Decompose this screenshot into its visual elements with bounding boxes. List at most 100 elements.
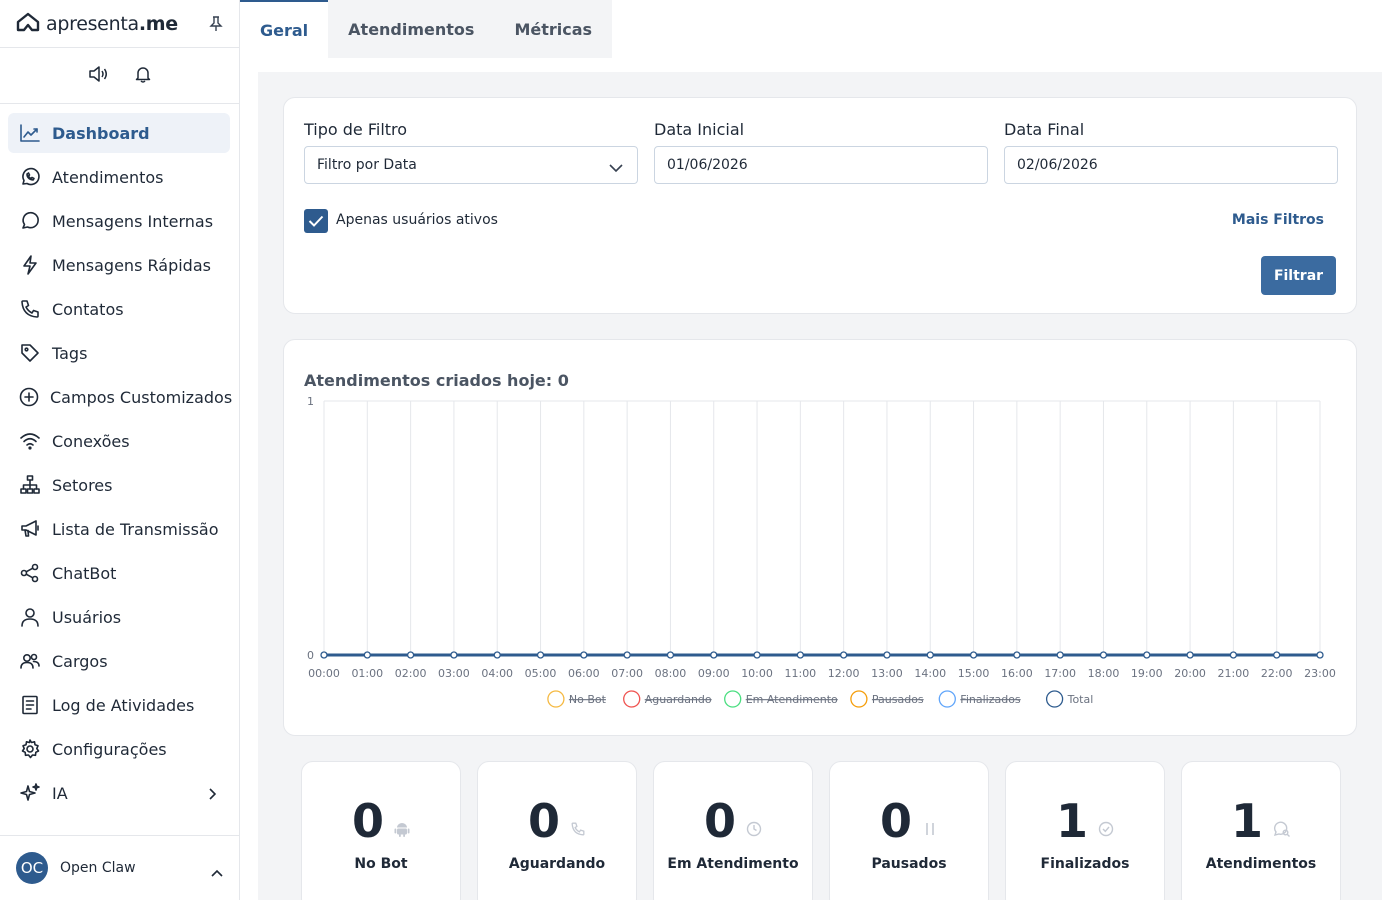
chevron-right-icon[interactable]	[208, 785, 217, 804]
stat-card-atendimentos: 1 Atendimentos	[1181, 761, 1341, 900]
tab-atendimentos[interactable]: Atendimentos	[328, 0, 495, 58]
more-filters-link[interactable]: Mais Filtros	[1231, 212, 1324, 228]
data-point	[1229, 651, 1238, 659]
sidebar-item-mensagens-rapidas[interactable]: Mensagens Rápidas	[8, 245, 230, 285]
legend-label[interactable]: Total	[1067, 693, 1094, 706]
x-tick-label: 00:00	[308, 667, 340, 680]
clock-icon	[746, 794, 762, 848]
stat-label: Em Atendimento	[667, 856, 799, 872]
stat-label: Atendimentos	[1205, 856, 1317, 872]
sidebar-item-configuracoes[interactable]: Configurações	[8, 729, 230, 769]
start-date-input[interactable]: 01/06/2026	[654, 146, 988, 184]
user-icon	[18, 605, 42, 629]
data-point	[450, 651, 458, 659]
stat-value-row: 1	[1182, 794, 1340, 852]
x-tick-label: 08:00	[655, 667, 687, 680]
utility-row	[0, 48, 239, 104]
pin-icon[interactable]	[209, 16, 223, 36]
filter-button[interactable]: Filtrar	[1261, 256, 1336, 295]
legend-marker[interactable]	[1045, 690, 1064, 708]
user-menu[interactable]: OC Open Claw	[0, 835, 239, 900]
legend-label[interactable]: Pausados	[872, 693, 924, 706]
sidebar-item-label: Lista de Transmissão	[52, 519, 219, 539]
chat-bubble-icon	[18, 209, 42, 233]
x-tick-label: 11:00	[784, 667, 816, 680]
stat-value: 1	[1055, 794, 1088, 848]
legend-marker[interactable]	[850, 690, 868, 708]
filter-type-select[interactable]: Filtro por Data	[304, 146, 638, 184]
x-tick-label: 09:00	[698, 667, 730, 680]
active-users-label[interactable]: Apenas usuários ativos	[336, 212, 498, 228]
sidebar-item-usuarios[interactable]: Usuários	[8, 597, 230, 637]
legend-label[interactable]: Finalizados	[960, 693, 1021, 706]
sidebar-item-mensagens-internas[interactable]: Mensagens Internas	[8, 201, 230, 241]
legend-marker[interactable]	[938, 690, 956, 708]
data-point	[1316, 651, 1324, 659]
sidebar-item-tags[interactable]: Tags	[8, 333, 230, 373]
sidebar-item-label: Conexões	[52, 431, 130, 451]
stat-card-finalizados: 1 Finalizados	[1005, 761, 1165, 900]
x-tick-label: 03:00	[438, 667, 470, 680]
sidebar-item-setores[interactable]: Setores	[8, 465, 230, 505]
chevron-up-icon[interactable]	[211, 862, 223, 881]
x-tick-label: 01:00	[351, 667, 383, 680]
gear-icon	[18, 737, 42, 761]
sidebar-item-conexoes[interactable]: Conexões	[8, 421, 230, 461]
sidebar-item-lista-de-transmissao[interactable]: Lista de Transmissão	[8, 509, 230, 549]
sidebar-item-label: IA	[52, 783, 68, 803]
data-point	[710, 651, 718, 659]
sidebar: apresenta.me Dashboard Atendimentos Mensag…	[0, 0, 240, 900]
x-tick-label: 06:00	[568, 667, 600, 680]
sidebar-item-label: Mensagens Internas	[52, 211, 214, 231]
sidebar-item-ia[interactable]: IA	[8, 773, 230, 813]
stat-value-row: 0	[830, 794, 988, 852]
sidebar-item-cargos[interactable]: Cargos	[8, 641, 230, 681]
legend-label[interactable]: Em Atendimento	[746, 693, 838, 706]
x-tick-label: 19:00	[1131, 667, 1163, 680]
x-tick-label: 05:00	[525, 667, 557, 680]
sidebar-item-atendimentos[interactable]: Atendimentos	[8, 157, 230, 197]
sidebar-item-label: Usuários	[52, 607, 122, 627]
stat-value-row: 0	[654, 794, 812, 852]
x-tick-label: 23:00	[1304, 667, 1336, 680]
share-icon	[18, 561, 42, 585]
data-point	[1013, 651, 1021, 659]
tab-metricas[interactable]: Métricas	[494, 0, 613, 58]
filter-type-label: Tipo de Filtro	[304, 120, 408, 139]
x-tick-label: 20:00	[1174, 667, 1206, 680]
legend-label[interactable]: No Bot	[569, 693, 607, 706]
sidebar-item-label: Atendimentos	[52, 167, 164, 187]
start-date-value: 01/06/2026	[667, 157, 748, 173]
stat-card-em-atendimento: 0 Em Atendimento	[653, 761, 813, 900]
x-tick-label: 15:00	[958, 667, 990, 680]
speaker-icon[interactable]	[88, 65, 108, 87]
data-point	[753, 651, 761, 659]
legend-marker[interactable]	[623, 690, 641, 708]
active-users-checkbox[interactable]	[304, 209, 328, 233]
legend-marker[interactable]	[724, 690, 742, 708]
dashboard-main: Tipo de Filtro Filtro por Data Data Inic…	[258, 72, 1382, 900]
tab-geral[interactable]: Geral	[240, 0, 329, 58]
end-date-input[interactable]: 02/06/2026	[1004, 146, 1338, 184]
sidebar-item-log-de-atividades[interactable]: Log de Atividades	[8, 685, 230, 725]
stat-label: Finalizados	[1040, 856, 1130, 872]
phone-icon	[18, 297, 42, 321]
sidebar-item-chatbot[interactable]: ChatBot	[8, 553, 230, 593]
sidebar-item-dashboard[interactable]: Dashboard	[8, 113, 230, 153]
legend-marker[interactable]	[547, 690, 565, 708]
sidebar-item-campos-customizados[interactable]: Campos Customizados	[8, 377, 232, 417]
avatar[interactable]: OC	[16, 852, 48, 884]
bell-icon[interactable]	[134, 65, 152, 87]
x-tick-label: 18:00	[1088, 667, 1120, 680]
sidebar-item-contatos[interactable]: Contatos	[8, 289, 230, 329]
logo-text[interactable]: apresenta.me	[46, 12, 178, 35]
line-chart: 0 1 00:00 01:00 02:00 03:00 04:00 05:00 06:00 07:…	[307, 395, 1336, 708]
data-point	[1186, 651, 1194, 659]
data-point	[536, 651, 545, 659]
pause-icon	[922, 794, 938, 848]
data-point	[580, 651, 588, 659]
stat-label: Aguardando	[508, 856, 606, 872]
chart-title: Atendimentos criados hoje: 0	[304, 371, 569, 390]
x-tick-label: 22:00	[1261, 667, 1293, 680]
legend-label[interactable]: Aguardando	[645, 693, 712, 706]
